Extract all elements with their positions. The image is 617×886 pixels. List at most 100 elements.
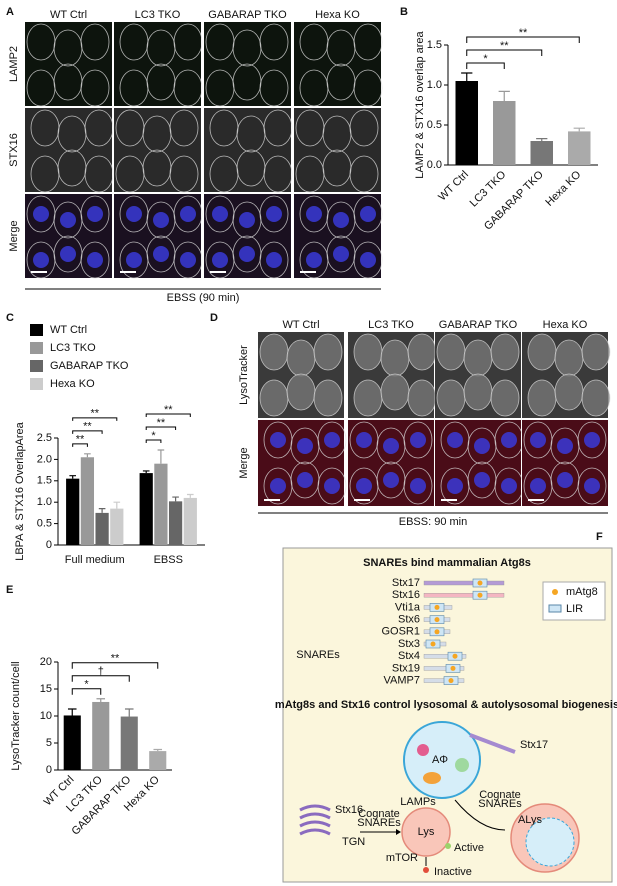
nucleus	[60, 212, 76, 228]
cell-outline	[463, 339, 493, 377]
nucleus	[530, 432, 546, 448]
nucleus	[212, 206, 228, 222]
error-bar	[172, 496, 179, 502]
error-bar	[573, 127, 585, 132]
matg8-dot	[434, 604, 440, 610]
nucleus	[239, 212, 255, 228]
nucleus	[87, 252, 103, 268]
x-tick-label: EBSS	[154, 554, 183, 566]
label: Stx17	[520, 739, 548, 751]
legend-swatch	[30, 360, 43, 372]
y-tick-label: 1.0	[37, 496, 52, 508]
matg8-dot	[477, 580, 483, 586]
snare-name: GOSR1	[381, 626, 420, 638]
nucleus	[126, 206, 142, 222]
label: Lys	[418, 826, 435, 838]
cell-outline	[173, 69, 203, 107]
nucleus	[501, 432, 517, 448]
cell-outline	[490, 333, 520, 371]
autophagosome	[403, 721, 481, 799]
y-axis-label: LysoTracker count/cell	[10, 661, 22, 770]
significance-label: **	[111, 653, 120, 665]
nucleus	[447, 478, 463, 494]
bar	[95, 512, 109, 545]
nucleus	[33, 206, 49, 222]
cell-outline	[436, 379, 466, 417]
cell-outline	[353, 69, 383, 107]
nucleus	[410, 432, 426, 448]
nucleus	[557, 472, 573, 488]
snare-name: VAMP7	[384, 675, 420, 687]
nucleus	[530, 478, 546, 494]
cell-outline	[169, 109, 199, 147]
significance-bracket	[145, 413, 191, 417]
cell-outline	[554, 339, 584, 377]
cell-outline	[313, 333, 343, 371]
nucleus	[153, 246, 169, 262]
bar	[154, 463, 168, 545]
error-bar	[98, 508, 106, 513]
caption: EBSS (90 min)	[167, 292, 240, 304]
cell-outline	[259, 69, 289, 107]
error-bar	[142, 470, 150, 474]
y-tick-label: 1.0	[427, 79, 442, 91]
y-tick-label: 5	[46, 737, 52, 749]
snare-bar	[423, 666, 465, 671]
organelle	[417, 744, 429, 756]
nucleus	[383, 438, 399, 454]
cell-outline	[353, 241, 383, 279]
nucleus	[360, 252, 376, 268]
nucleus	[383, 472, 399, 488]
snare-bar	[423, 654, 467, 659]
cell-outline	[173, 241, 203, 279]
nucleus	[180, 252, 196, 268]
y-tick-label: 20	[40, 656, 52, 668]
label: Stx16	[335, 804, 363, 816]
lysosome	[401, 807, 451, 857]
cell-outline	[403, 467, 433, 505]
row-label: LysoTracker	[238, 345, 250, 405]
row-label: Merge	[238, 447, 250, 478]
column-header: WT Ctrl	[50, 9, 87, 21]
significance-bracket	[71, 688, 102, 695]
nucleus	[306, 252, 322, 268]
error-bar	[461, 72, 473, 81]
y-axis-label: LAMP2 & STX16 overlap area	[414, 30, 426, 178]
cell-outline	[173, 23, 203, 61]
error-bar	[96, 698, 106, 702]
bar	[120, 716, 138, 770]
cell-outline	[259, 23, 289, 61]
significance-bracket	[145, 426, 177, 430]
y-tick-label: 0.0	[427, 159, 442, 171]
y-tick-label: 2.5	[37, 432, 52, 444]
column-header: LC3 TKO	[135, 9, 181, 21]
significance-label: **	[157, 417, 166, 429]
error-bar	[536, 138, 548, 141]
row-label: Merge	[8, 220, 20, 251]
row-label: STX16	[8, 133, 20, 167]
matg8-dot	[552, 589, 558, 595]
legend-label: mAtg8	[566, 586, 598, 598]
column-header: Hexa KO	[543, 319, 588, 331]
y-tick-label: 10	[40, 710, 52, 722]
bar	[63, 715, 81, 770]
snare-name: Stx19	[392, 662, 420, 674]
y-tick-label: 15	[40, 683, 52, 695]
significance-bracket	[466, 62, 505, 69]
cell-outline	[353, 23, 383, 61]
bar	[493, 101, 516, 165]
micrograph	[25, 108, 112, 192]
bar	[80, 457, 95, 545]
significance-bracket	[72, 443, 88, 447]
panel-label: F	[596, 531, 603, 543]
cell-outline	[80, 23, 110, 61]
stx17-helix	[469, 733, 516, 754]
y-tick-label: 0.5	[37, 518, 52, 530]
significance-label: **	[500, 40, 509, 52]
organelle	[455, 758, 469, 772]
nucleus	[447, 432, 463, 448]
error-bar	[113, 501, 121, 509]
column-header: Hexa KO	[315, 9, 360, 21]
error-bar	[84, 453, 91, 458]
